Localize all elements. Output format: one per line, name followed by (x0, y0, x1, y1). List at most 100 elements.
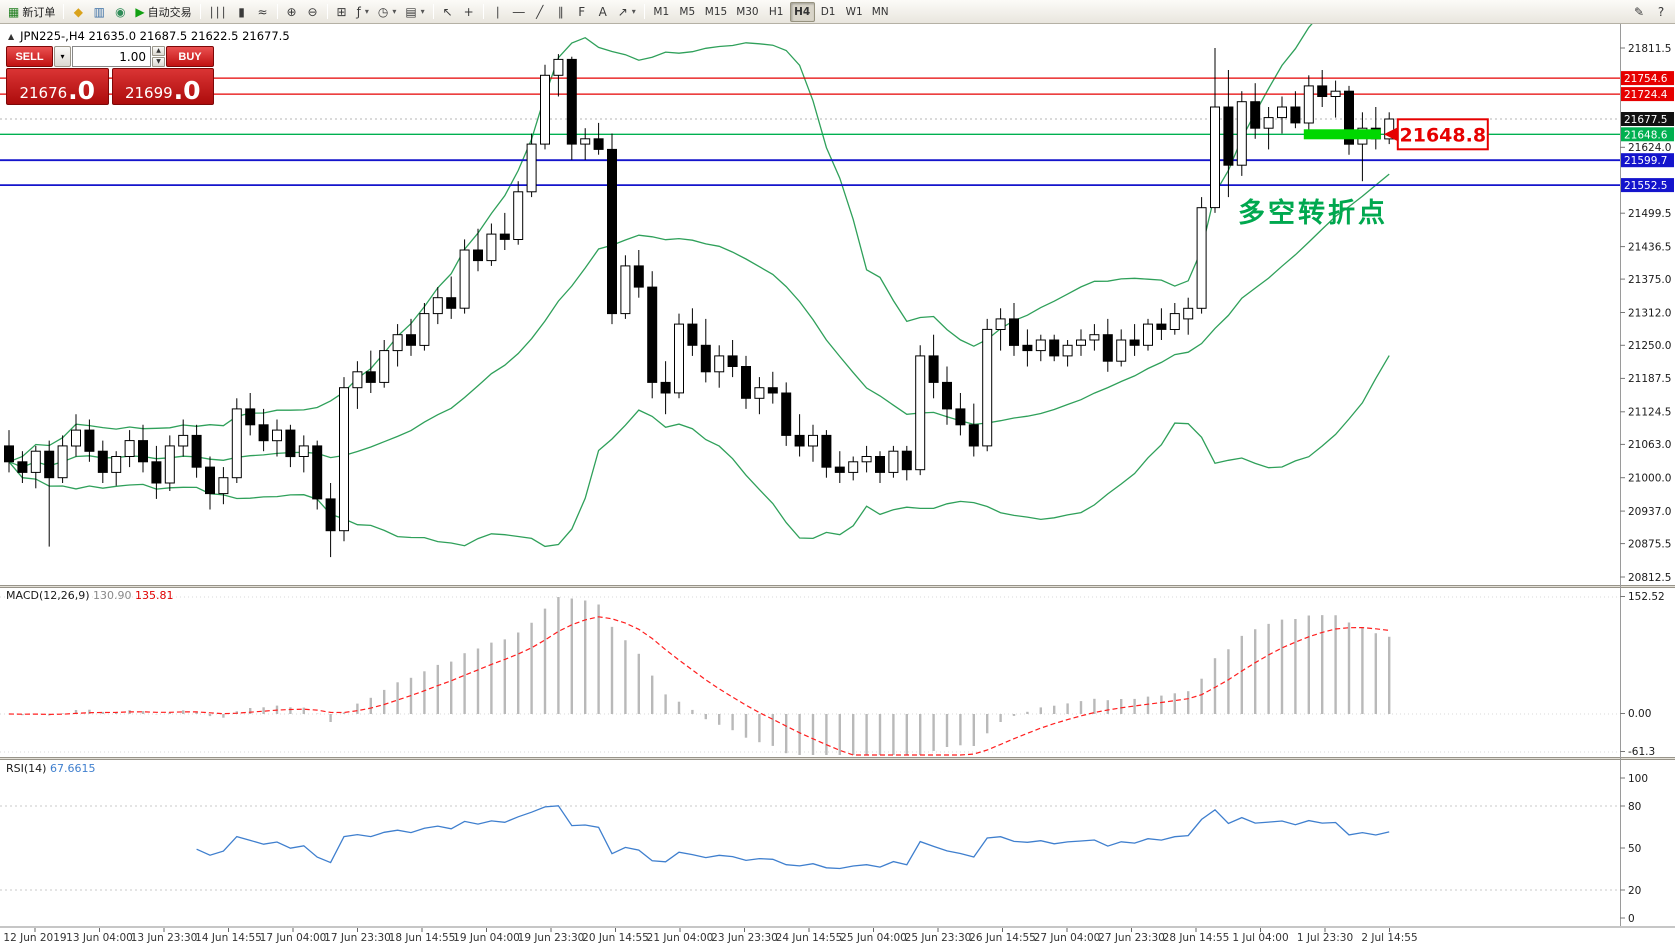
svg-text:13 Jun 23:30: 13 Jun 23:30 (131, 932, 198, 944)
macd-panel[interactable]: 152.52 0.00 -61.3 (0, 591, 1665, 758)
svg-text:21599.7: 21599.7 (1624, 155, 1667, 167)
svg-text:28 Jun 14:55: 28 Jun 14:55 (1163, 932, 1230, 944)
timeframe-h4-button[interactable]: H4 (789, 1, 815, 22)
svg-text:21187.5: 21187.5 (1628, 373, 1671, 385)
horizontal-line-button[interactable]: ― (509, 2, 529, 22)
new-order-icon: ▦ (8, 4, 20, 19)
zoom-out-button[interactable]: ⊖ (303, 2, 323, 22)
buy-price-display[interactable]: 21699 .0 (111, 68, 214, 105)
svg-text:24 Jun 14:55: 24 Jun 14:55 (776, 932, 843, 944)
svg-text:20812.5: 20812.5 (1628, 572, 1671, 584)
tile-windows-icon: ⊞ (336, 4, 347, 19)
cursor-button[interactable]: ↖ (438, 2, 458, 22)
macd-main-value: 130.90 (93, 589, 132, 602)
trade-panel-controls: SELL ▾ ▲ ▼ BUY (6, 46, 214, 67)
horizontal-line-icon: ― (512, 4, 525, 19)
chart-line-button[interactable]: ≈ (253, 2, 273, 22)
timeframe-mn-button[interactable]: MN (871, 5, 889, 18)
chart-candles-button[interactable]: ▮ (232, 2, 252, 22)
timeframe-m5-button[interactable]: M5 (679, 5, 696, 18)
timeframe-d1-button[interactable]: D1 (820, 5, 836, 18)
rsi-label: RSI(14) 67.6615 (6, 762, 95, 775)
sell-price-main: 21676 (19, 84, 68, 102)
timeframe-m30-button[interactable]: M30 (736, 5, 759, 18)
svg-text:21436.5: 21436.5 (1628, 241, 1671, 253)
svg-text:20875.5: 20875.5 (1628, 538, 1671, 550)
timeframe-m1-button[interactable]: M1 (653, 5, 670, 18)
sell-button[interactable]: SELL (6, 46, 53, 67)
svg-text:-61.3: -61.3 (1628, 746, 1655, 758)
metaeditor-icon: ◆ (73, 4, 83, 19)
sell-price-frac: .0 (68, 76, 96, 105)
svg-text:14 Jun 14:55: 14 Jun 14:55 (195, 932, 262, 944)
svg-text:21 Jun 04:00: 21 Jun 04:00 (647, 932, 714, 944)
svg-text:21124.5: 21124.5 (1628, 407, 1671, 419)
buy-button[interactable]: BUY (166, 46, 214, 67)
volume-input[interactable] (72, 46, 151, 67)
buy-price-main: 21699 (124, 84, 173, 102)
stepper-up-icon[interactable]: ▲ (152, 46, 165, 56)
navigator-button[interactable]: ◉ (110, 2, 130, 22)
chevron-down-icon: ▾ (631, 7, 636, 16)
collapse-trade-panel-arrow-icon[interactable]: ▲ (8, 31, 15, 41)
svg-text:1 Jul 04:00: 1 Jul 04:00 (1232, 932, 1288, 944)
channel-button[interactable]: ∥ (551, 2, 571, 22)
chevron-down-icon: ▾ (364, 7, 369, 16)
timeframe-h1-button[interactable]: H1 (768, 5, 784, 18)
svg-text:21648.6: 21648.6 (1624, 129, 1668, 141)
metaeditor-button[interactable]: ◆ (68, 2, 88, 22)
svg-text:21499.5: 21499.5 (1628, 208, 1671, 220)
volume-stepper[interactable]: ▲ ▼ (152, 46, 165, 67)
price-scale[interactable]: 21811.5 21624.0 21499.5 21436.5 21375.0 21312… (1620, 24, 1674, 926)
svg-text:27 Jun 04:00: 27 Jun 04:00 (1034, 932, 1101, 944)
new-order-label: 新订单 (22, 5, 56, 19)
templates-button[interactable]: ▤ ▾ (401, 2, 428, 22)
sell-price-display[interactable]: 21676 .0 (6, 68, 109, 105)
trendline-button[interactable]: ╱ (530, 2, 550, 22)
crosshair-button[interactable]: + (459, 2, 479, 22)
chart-bars-button[interactable]: ∣∣∣ (205, 2, 231, 22)
fibonacci-button[interactable]: F (572, 2, 592, 22)
one-click-trading-panel: SELL ▾ ▲ ▼ BUY 21676 .0 21699 .0 (6, 46, 214, 105)
arrows-button[interactable]: ↗ ▾ (614, 2, 640, 22)
text-button[interactable]: A (593, 2, 613, 22)
indicators-button[interactable]: ƒ ▾ (353, 2, 373, 22)
buy-price-frac: .0 (173, 76, 201, 105)
zoom-in-button[interactable]: ⊕ (282, 2, 302, 22)
new-order-button[interactable]: ▦ 新订单 (4, 2, 59, 22)
toolbar-separator (326, 4, 328, 19)
periods-icon: ◷ (377, 4, 389, 19)
volume-preset-dropdown[interactable]: ▾ (54, 46, 71, 67)
vertical-line-icon: ∣ (494, 4, 501, 19)
macd-label: MACD(12,26,9) 130.90 135.81 (6, 589, 174, 602)
pencil-button[interactable]: ✎ (1629, 2, 1649, 22)
timeframe-m15-button[interactable]: M15 (704, 5, 728, 18)
rsi-panel[interactable]: 100 80 50 20 0 (0, 773, 1648, 925)
autotrading-button[interactable]: ▶ 自动交易 (131, 2, 195, 22)
symbol-ohlc-text: JPN225-,H4 21635.0 21687.5 21622.5 21677… (20, 29, 290, 43)
vertical-line-button[interactable]: ∣ (488, 2, 508, 22)
toolbar: ▦ 新订单 ◆ ▥ ◉ ▶ 自动交易 ∣∣∣ ▮ ≈ ⊕ ⊖ ⊞ ƒ ▾ ◷ ▾ ▤ ▾ ↖ + ∣ ― ╱ ∥ F A ↗ ▾ M1 M5… (0, 0, 1675, 24)
cursor-icon: ↖ (442, 4, 453, 19)
timeframe-w1-button[interactable]: W1 (845, 5, 863, 18)
market-watch-icon: ▥ (93, 4, 106, 19)
svg-text:21063.0: 21063.0 (1628, 439, 1671, 451)
highlight-trendline[interactable] (1303, 129, 1381, 140)
tile-windows-button[interactable]: ⊞ (332, 2, 352, 22)
arrows-icon: ↗ (617, 4, 628, 19)
help-button[interactable]: ? (1651, 2, 1671, 22)
svg-text:0: 0 (1628, 913, 1635, 925)
crosshair-icon: + (463, 4, 474, 19)
market-watch-button[interactable]: ▥ (89, 2, 109, 22)
pivot-annotation-text[interactable]: 多空转折点 (1238, 197, 1388, 229)
zoom-out-icon: ⊖ (307, 4, 318, 19)
periods-button[interactable]: ◷ ▾ (374, 2, 401, 22)
svg-text:20937.0: 20937.0 (1628, 506, 1671, 518)
trendline-icon: ╱ (536, 4, 544, 19)
price-callout[interactable]: 21648.8 (1383, 118, 1489, 151)
toolbar-separator (643, 4, 645, 19)
stepper-down-icon[interactable]: ▼ (152, 57, 165, 67)
svg-text:27 Jun 23:30: 27 Jun 23:30 (1098, 932, 1165, 944)
